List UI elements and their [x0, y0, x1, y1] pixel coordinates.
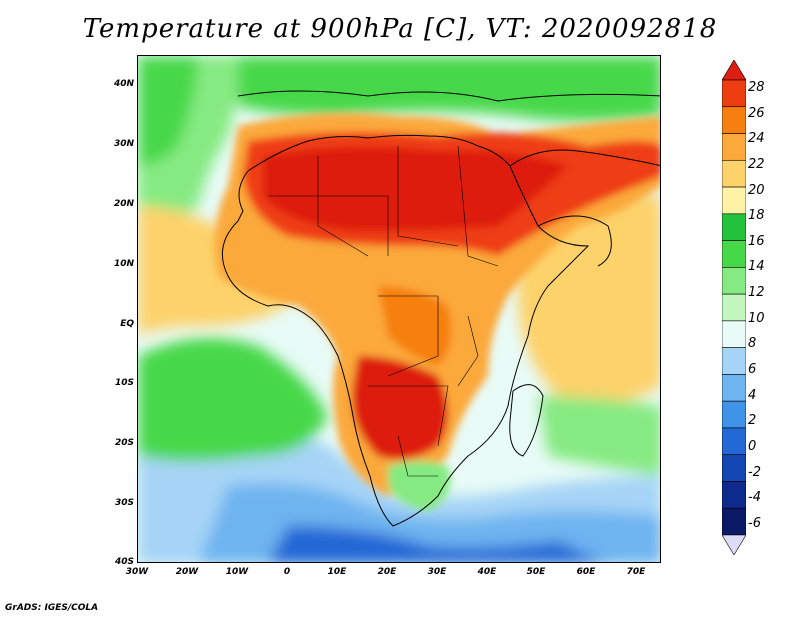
- lat-tick-label: 10S: [114, 378, 134, 388]
- colorbar-label: 12: [748, 285, 765, 300]
- madagascar-coastline: [509, 384, 544, 457]
- colorbar-cell: [722, 507, 746, 536]
- lat-tick-label: 30N: [113, 139, 134, 149]
- lon-tick-label: 60E: [576, 567, 596, 577]
- colorbar-label: -6: [748, 516, 761, 531]
- colorbar-label: 8: [748, 336, 757, 351]
- border: [378, 295, 439, 377]
- colorbar-cell: [722, 186, 746, 215]
- colorbar-cell: [722, 481, 746, 509]
- colorbar-cell: [722, 293, 746, 322]
- border: [268, 195, 389, 256]
- colorbar-label: 0: [748, 439, 757, 454]
- colorbar-label: 18: [748, 208, 765, 223]
- colorbar-cell: [722, 133, 746, 161]
- warm-indian-ocean: [518, 194, 660, 404]
- warm-central-africa: [378, 286, 452, 366]
- cool-europe: [238, 56, 660, 121]
- colorbar-cell: [722, 106, 746, 134]
- map-title: Temperature at 900hPa [C], VT: 202009281…: [82, 14, 718, 44]
- cool-ocean-northwest: [138, 56, 198, 166]
- border: [368, 385, 449, 447]
- colorbar-label: 22: [748, 157, 765, 172]
- colorbar-label: 20: [748, 183, 765, 198]
- colorbar-label: 2: [748, 413, 757, 428]
- lon-tick-label: 10W: [225, 567, 249, 577]
- africa-coastline: [221, 134, 590, 527]
- colorbar-cell: [722, 427, 746, 456]
- border: [397, 146, 459, 247]
- colorbar-label: -4: [748, 490, 761, 505]
- colorbar-cell: [722, 60, 746, 81]
- colorbar-label: 28: [748, 80, 765, 95]
- hot-southern-africa: [352, 356, 448, 460]
- lon-tick-label: 30W: [125, 567, 149, 577]
- cool-south-indian: [538, 396, 660, 476]
- lat-tick-label: 20S: [114, 438, 134, 448]
- colorbar-cell: [722, 374, 746, 402]
- colorbar-label: -2: [748, 465, 761, 480]
- colorbar-cell: [722, 213, 746, 241]
- lon-tick-label: 10E: [327, 567, 347, 577]
- border: [457, 315, 479, 387]
- border: [317, 156, 369, 257]
- temperature-map: [137, 55, 661, 563]
- colorbar-cell: [722, 267, 746, 295]
- hottest-sahara: [263, 147, 568, 231]
- colorbar-label: 10: [748, 311, 765, 326]
- lat-tick-label: 20N: [113, 199, 134, 209]
- arabia-coastline: [509, 149, 660, 167]
- lon-tick-label: 0: [283, 567, 291, 577]
- lat-tick-label: 10N: [113, 259, 134, 269]
- coldest-ocean-south: [269, 526, 604, 562]
- colorbar-label: 26: [748, 106, 765, 121]
- temperature-field: [138, 56, 660, 562]
- colorbar-cell: [722, 347, 746, 375]
- border: [457, 145, 499, 267]
- lat-tick-label: 40S: [114, 557, 134, 567]
- lat-tick-label: 40N: [113, 79, 134, 89]
- grads-credit: GrADS: IGES/COLA: [5, 603, 99, 613]
- lon-tick-label: 30E: [427, 567, 447, 577]
- colorbar-cell: [722, 534, 746, 555]
- colorbar-cell: [722, 454, 746, 482]
- europe-coastline: [237, 90, 660, 102]
- colorbar-cell: [722, 79, 746, 108]
- lat-tick-label: 30S: [114, 498, 134, 508]
- temperature-colorbar: [722, 60, 746, 555]
- colorbar-cell: [722, 240, 746, 268]
- arabian-peninsula-coast: [537, 215, 612, 267]
- colorbar-label: 24: [748, 131, 765, 146]
- lon-tick-label: 20W: [175, 567, 199, 577]
- colorbar-cell: [722, 320, 746, 348]
- colorbar-cell: [722, 159, 746, 188]
- colorbar-label: 4: [748, 388, 757, 403]
- cool-south-atlantic: [138, 338, 328, 461]
- lon-tick-label: 20E: [377, 567, 397, 577]
- lon-tick-label: 40E: [477, 567, 497, 577]
- colorbar-cell: [722, 400, 746, 429]
- border: [397, 435, 438, 477]
- lat-tick-label: EQ: [120, 319, 134, 329]
- colorbar-label: 16: [748, 234, 765, 249]
- colorbar-label: 14: [748, 259, 765, 274]
- lon-tick-label: 70E: [626, 567, 646, 577]
- colorbar-label: 6: [748, 362, 757, 377]
- lon-tick-label: 50E: [526, 567, 546, 577]
